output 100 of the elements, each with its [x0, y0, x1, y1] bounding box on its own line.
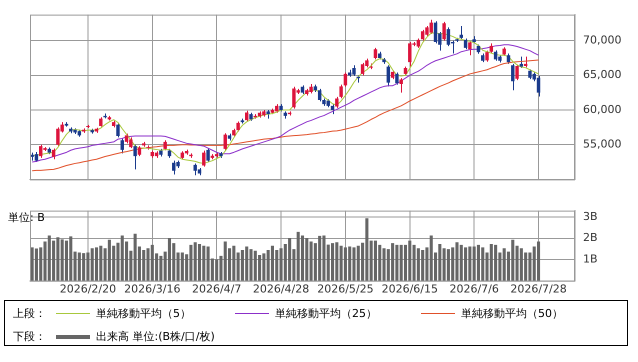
bar	[524, 252, 528, 281]
candlestick	[360, 62, 364, 76]
bar	[202, 246, 206, 281]
bar	[400, 244, 403, 281]
bar	[159, 256, 162, 281]
bar	[108, 240, 111, 281]
candlestick	[520, 56, 524, 69]
y-tick-label: 2B	[583, 231, 598, 244]
bar	[391, 243, 394, 281]
candlestick	[236, 120, 240, 132]
candlestick	[511, 63, 514, 91]
candlestick	[309, 83, 313, 94]
bar	[481, 247, 484, 281]
y-axis-title: 単位: B	[8, 210, 45, 224]
bar	[254, 250, 257, 281]
bar	[511, 240, 514, 281]
bar	[494, 244, 498, 281]
bar	[146, 248, 150, 281]
bar	[64, 240, 68, 281]
bar	[99, 246, 102, 281]
candlestick	[202, 150, 206, 168]
bar	[446, 249, 450, 281]
bar	[305, 238, 308, 281]
bar	[300, 235, 304, 281]
candlestick	[494, 50, 498, 62]
candlestick	[330, 104, 334, 115]
bar	[94, 247, 98, 281]
candlestick	[399, 78, 403, 94]
candlestick	[56, 126, 60, 147]
bar	[365, 218, 368, 281]
candlestick	[206, 148, 210, 163]
x-tick-label: 2026/3/16	[124, 282, 181, 296]
y-tick-label: 55,000	[583, 138, 622, 151]
x-tick-label: 2026/5/25	[317, 282, 374, 296]
legend-title: 上段：	[13, 306, 46, 321]
candlestick	[120, 138, 124, 154]
candlestick	[129, 136, 133, 149]
bar	[120, 235, 124, 281]
candlestick	[528, 68, 532, 80]
x-tick-label: 2026/4/28	[252, 282, 310, 296]
bar	[340, 246, 343, 281]
candlestick	[244, 110, 248, 122]
candlestick	[460, 26, 463, 40]
bar	[348, 246, 352, 281]
bar	[270, 246, 274, 281]
bar	[408, 240, 412, 281]
bar	[224, 241, 227, 281]
bar	[288, 238, 292, 281]
bar	[150, 244, 154, 281]
bar	[69, 236, 72, 281]
candlestick	[446, 26, 450, 47]
candlestick	[133, 144, 137, 170]
candlestick	[138, 146, 142, 157]
bar	[404, 244, 408, 281]
x-tick-label: 2026/4/7	[192, 282, 242, 296]
candlestick	[468, 40, 472, 56]
candlestick	[335, 96, 339, 108]
y-tick-label: 3B	[583, 210, 598, 223]
candlestick	[476, 44, 480, 54]
x-tick-label: 2026/6/15	[382, 282, 438, 296]
bar	[472, 246, 476, 281]
bar	[344, 247, 347, 281]
candlestick	[524, 56, 528, 68]
legend-label: 単純移動平均（5）	[96, 306, 191, 321]
candlestick	[163, 140, 167, 151]
bar	[215, 259, 218, 281]
bar	[232, 246, 236, 281]
bar	[416, 248, 420, 281]
bar	[421, 250, 424, 281]
candlestick	[442, 21, 446, 42]
candlestick	[515, 64, 519, 81]
y-tick-label: 65,000	[583, 68, 622, 82]
bar	[490, 244, 493, 281]
bar	[48, 235, 51, 281]
candlestick	[464, 38, 468, 50]
bar	[60, 239, 64, 281]
candlestick	[318, 88, 322, 102]
candlestick	[374, 47, 378, 60]
candlestick	[420, 29, 424, 42]
bar	[468, 246, 472, 281]
bar	[206, 246, 210, 281]
bar	[198, 244, 202, 281]
bar	[460, 244, 463, 281]
bar	[356, 246, 360, 281]
bar	[520, 248, 523, 281]
y-tick-label: 70,000	[583, 33, 622, 46]
candlestick	[99, 116, 103, 128]
bar	[536, 241, 540, 281]
bar	[382, 248, 386, 281]
bar	[56, 237, 60, 281]
candlestick	[194, 162, 197, 176]
bar	[90, 248, 94, 281]
bar	[296, 232, 300, 281]
y-tick-label: 60,000	[583, 102, 622, 116]
bar	[352, 247, 356, 281]
candlestick	[425, 26, 429, 37]
candlestick	[416, 38, 420, 48]
candlestick	[292, 86, 296, 110]
candlestick	[39, 144, 42, 158]
bar	[262, 253, 266, 281]
